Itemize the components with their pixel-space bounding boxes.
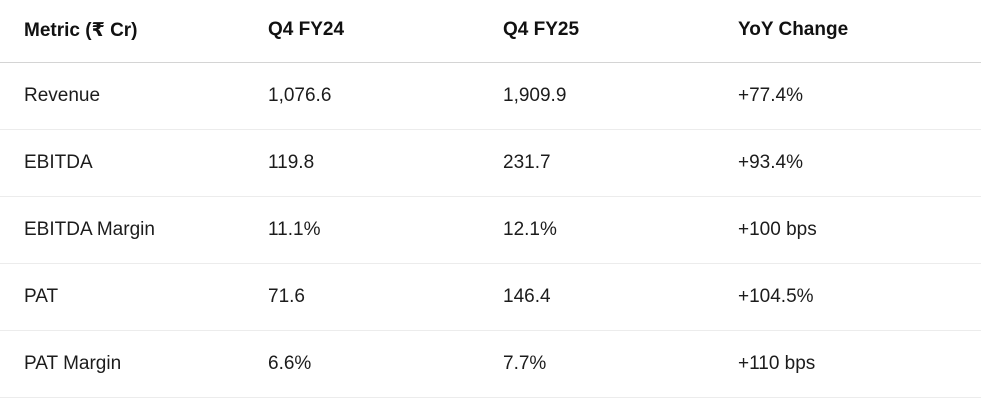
- cell-metric: EBITDA Margin: [0, 196, 268, 264]
- table-row: PAT Margin 6.6% 7.7% +110 bps: [0, 330, 981, 398]
- header-q4-fy24: Q4 FY24: [268, 0, 503, 63]
- cell-q4-fy24: 71.6: [268, 263, 503, 331]
- cell-metric: Revenue: [0, 62, 268, 130]
- header-q4-fy25: Q4 FY25: [503, 0, 738, 63]
- cell-metric: PAT: [0, 263, 268, 331]
- cell-q4-fy24: 1,076.6: [268, 62, 503, 130]
- cell-yoy-change: +110 bps: [738, 330, 981, 398]
- header-yoy-change: YoY Change: [738, 0, 981, 63]
- cell-metric: EBITDA: [0, 129, 268, 197]
- table-body: Revenue 1,076.6 1,909.9 +77.4% EBITDA 11…: [0, 62, 981, 398]
- cell-yoy-change: +100 bps: [738, 196, 981, 264]
- cell-q4-fy24: 11.1%: [268, 196, 503, 264]
- cell-q4-fy25: 146.4: [503, 263, 738, 331]
- table-row: EBITDA 119.8 231.7 +93.4%: [0, 129, 981, 197]
- table-row: PAT 71.6 146.4 +104.5%: [0, 263, 981, 331]
- cell-q4-fy25: 12.1%: [503, 196, 738, 264]
- cell-yoy-change: +77.4%: [738, 62, 981, 130]
- header-row: Metric (₹ Cr) Q4 FY24 Q4 FY25 YoY Change: [0, 0, 981, 63]
- cell-yoy-change: +93.4%: [738, 129, 981, 197]
- table-row: EBITDA Margin 11.1% 12.1% +100 bps: [0, 196, 981, 264]
- cell-metric: PAT Margin: [0, 330, 268, 398]
- table-header: Metric (₹ Cr) Q4 FY24 Q4 FY25 YoY Change: [0, 0, 981, 63]
- cell-q4-fy25: 7.7%: [503, 330, 738, 398]
- cell-q4-fy25: 1,909.9: [503, 62, 738, 130]
- cell-yoy-change: +104.5%: [738, 263, 981, 331]
- table-row: Revenue 1,076.6 1,909.9 +77.4%: [0, 62, 981, 130]
- header-metric: Metric (₹ Cr): [0, 0, 268, 63]
- cell-q4-fy25: 231.7: [503, 129, 738, 197]
- cell-q4-fy24: 119.8: [268, 129, 503, 197]
- cell-q4-fy24: 6.6%: [268, 330, 503, 398]
